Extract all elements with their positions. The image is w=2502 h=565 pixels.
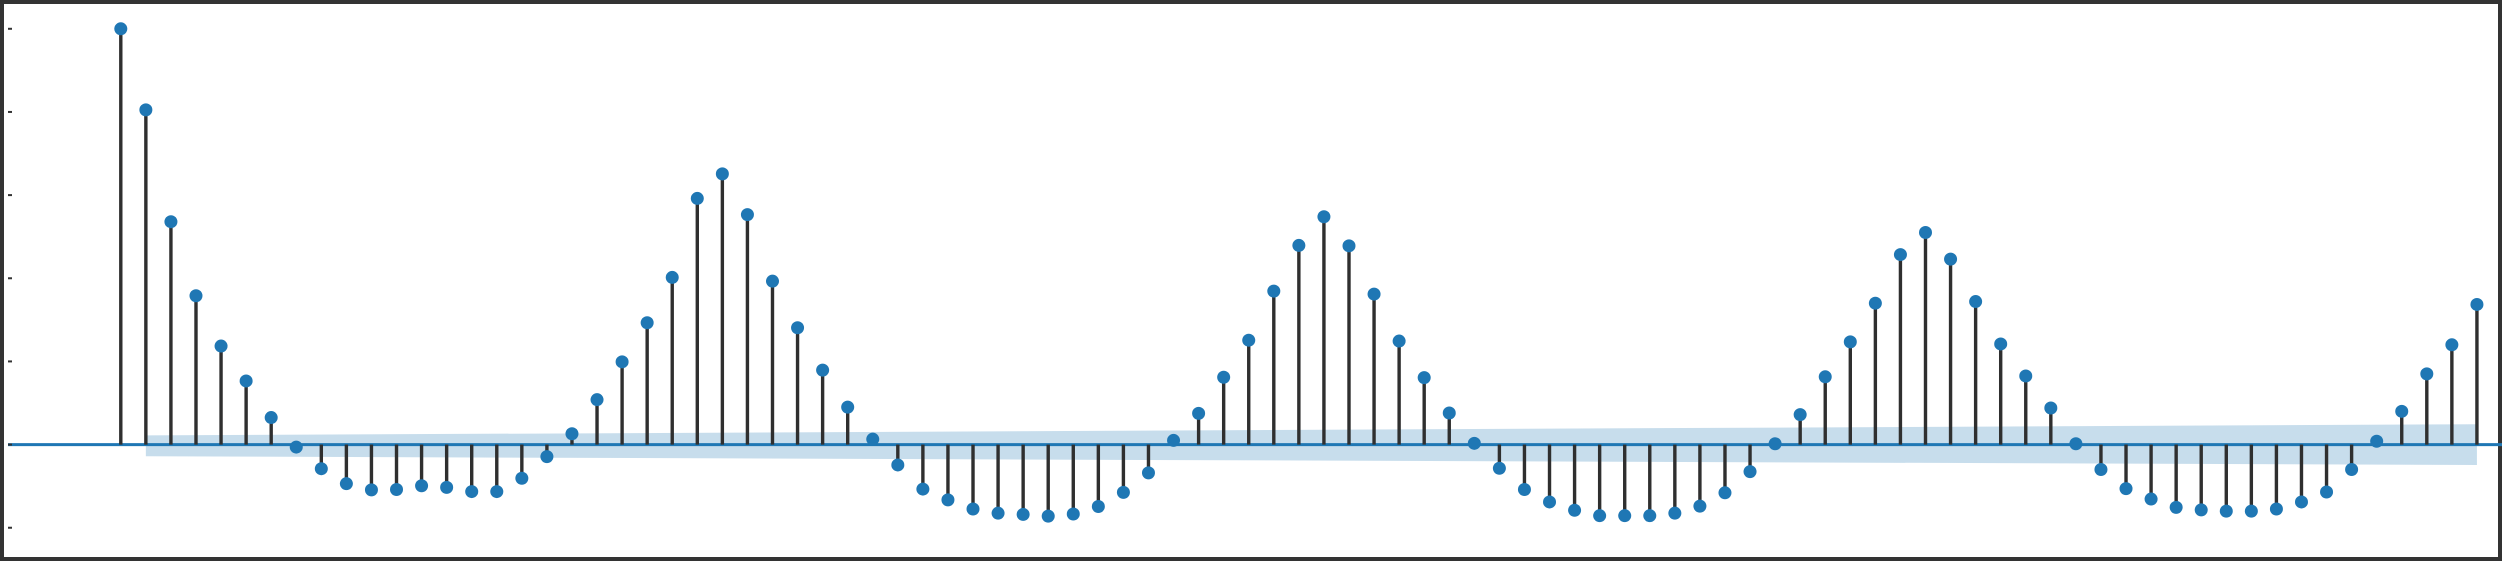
acf-marker-45	[1242, 333, 1256, 347]
acf-marker-17	[540, 450, 554, 464]
acf-marker-6	[264, 411, 278, 425]
acf-marker-41	[1141, 466, 1155, 480]
acf-marker-90	[2370, 434, 2384, 448]
acf-marker-2	[164, 215, 178, 229]
acf-marker-47	[1292, 238, 1306, 252]
acf-marker-55	[1492, 461, 1506, 475]
acf-marker-12	[415, 479, 429, 493]
acf-marker-57	[1543, 495, 1557, 509]
acf-marker-20	[615, 355, 629, 369]
acf-marker-73	[1944, 252, 1958, 266]
acf-marker-54	[1467, 436, 1481, 450]
acf-marker-83	[2194, 503, 2208, 517]
acf-marker-18	[565, 427, 579, 441]
acf-marker-75	[1994, 337, 2008, 351]
acf-marker-63	[1693, 499, 1707, 513]
acf-marker-3	[189, 289, 203, 303]
acf-marker-58	[1568, 503, 1582, 517]
acf-marker-28	[816, 363, 830, 377]
acf-marker-59	[1593, 509, 1607, 523]
acf-marker-4	[214, 339, 228, 353]
acf-marker-23	[690, 191, 704, 205]
acf-marker-92	[2420, 367, 2434, 381]
acf-marker-16	[515, 471, 529, 485]
acf-marker-76	[2019, 369, 2033, 383]
acf-marker-94	[2470, 297, 2484, 311]
acf-marker-21	[640, 316, 654, 330]
acf-marker-71	[1893, 248, 1907, 262]
acf-marker-79	[2094, 463, 2108, 477]
acf-marker-66	[1768, 437, 1782, 451]
acf-marker-33	[941, 493, 955, 507]
acf-marker-48	[1317, 210, 1331, 224]
acf-marker-29	[841, 400, 855, 414]
acf-marker-7	[289, 440, 303, 454]
acf-marker-74	[1969, 295, 1983, 309]
acf-marker-35	[991, 506, 1005, 520]
acf-marker-36	[1016, 507, 1030, 521]
acf-marker-65	[1743, 465, 1757, 479]
acf-marker-85	[2244, 504, 2258, 518]
acf-stem-chart	[8, 22, 2502, 529]
acf-marker-78	[2069, 437, 2083, 451]
acf-marker-30	[866, 432, 880, 446]
acf-marker-84	[2219, 504, 2233, 518]
acf-marker-26	[765, 274, 779, 288]
acf-marker-49	[1342, 239, 1356, 253]
acf-marker-87	[2294, 495, 2308, 509]
acf-marker-50	[1367, 287, 1381, 301]
acf-marker-31	[891, 458, 905, 472]
acf-marker-89	[2345, 463, 2359, 477]
acf-marker-91	[2395, 404, 2409, 418]
acf-marker-15	[490, 485, 504, 499]
acf-marker-53	[1442, 406, 1456, 420]
acf-marker-60	[1618, 509, 1632, 523]
acf-marker-86	[2269, 502, 2283, 516]
acf-marker-46	[1267, 284, 1281, 298]
acf-marker-24	[715, 167, 729, 181]
acf-marker-67	[1793, 408, 1807, 422]
acf-marker-39	[1091, 500, 1105, 514]
acf-marker-9	[339, 477, 353, 491]
acf-marker-25	[740, 208, 754, 222]
acf-marker-43	[1192, 406, 1206, 420]
acf-marker-56	[1517, 482, 1531, 496]
acf-marker-14	[465, 485, 479, 499]
acf-marker-38	[1066, 507, 1080, 521]
acf-marker-61	[1643, 509, 1657, 523]
acf-marker-64	[1718, 486, 1732, 500]
acf-marker-88	[2320, 485, 2334, 499]
acf-marker-70	[1868, 296, 1882, 310]
acf-marker-62	[1668, 506, 1682, 520]
acf-marker-93	[2445, 338, 2459, 352]
acf-marker-77	[2044, 401, 2058, 415]
acf-marker-40	[1116, 485, 1130, 499]
acf-marker-44	[1217, 370, 1231, 384]
acf-marker-68	[1818, 370, 1832, 384]
acf-marker-19	[590, 393, 604, 407]
acf-marker-80	[2119, 482, 2133, 496]
acf-marker-51	[1392, 334, 1406, 348]
acf-marker-10	[364, 483, 378, 497]
acf-marker-82	[2169, 500, 2183, 514]
acf-marker-42	[1167, 433, 1181, 447]
acf-marker-13	[440, 480, 454, 494]
acf-marker-8	[314, 462, 328, 476]
acf-marker-69	[1843, 335, 1857, 349]
acf-marker-37	[1041, 509, 1055, 523]
acf-marker-0	[114, 22, 128, 36]
acf-marker-11	[390, 482, 404, 496]
acf-marker-52	[1417, 371, 1431, 385]
acf-marker-34	[966, 502, 980, 516]
acf-marker-81	[2144, 492, 2158, 506]
acf-marker-27	[791, 321, 805, 335]
acf-marker-5	[239, 374, 253, 388]
acf-marker-32	[916, 482, 930, 496]
acf-marker-72	[1918, 226, 1932, 240]
acf-marker-22	[665, 270, 679, 284]
acf-marker-1	[139, 103, 153, 117]
